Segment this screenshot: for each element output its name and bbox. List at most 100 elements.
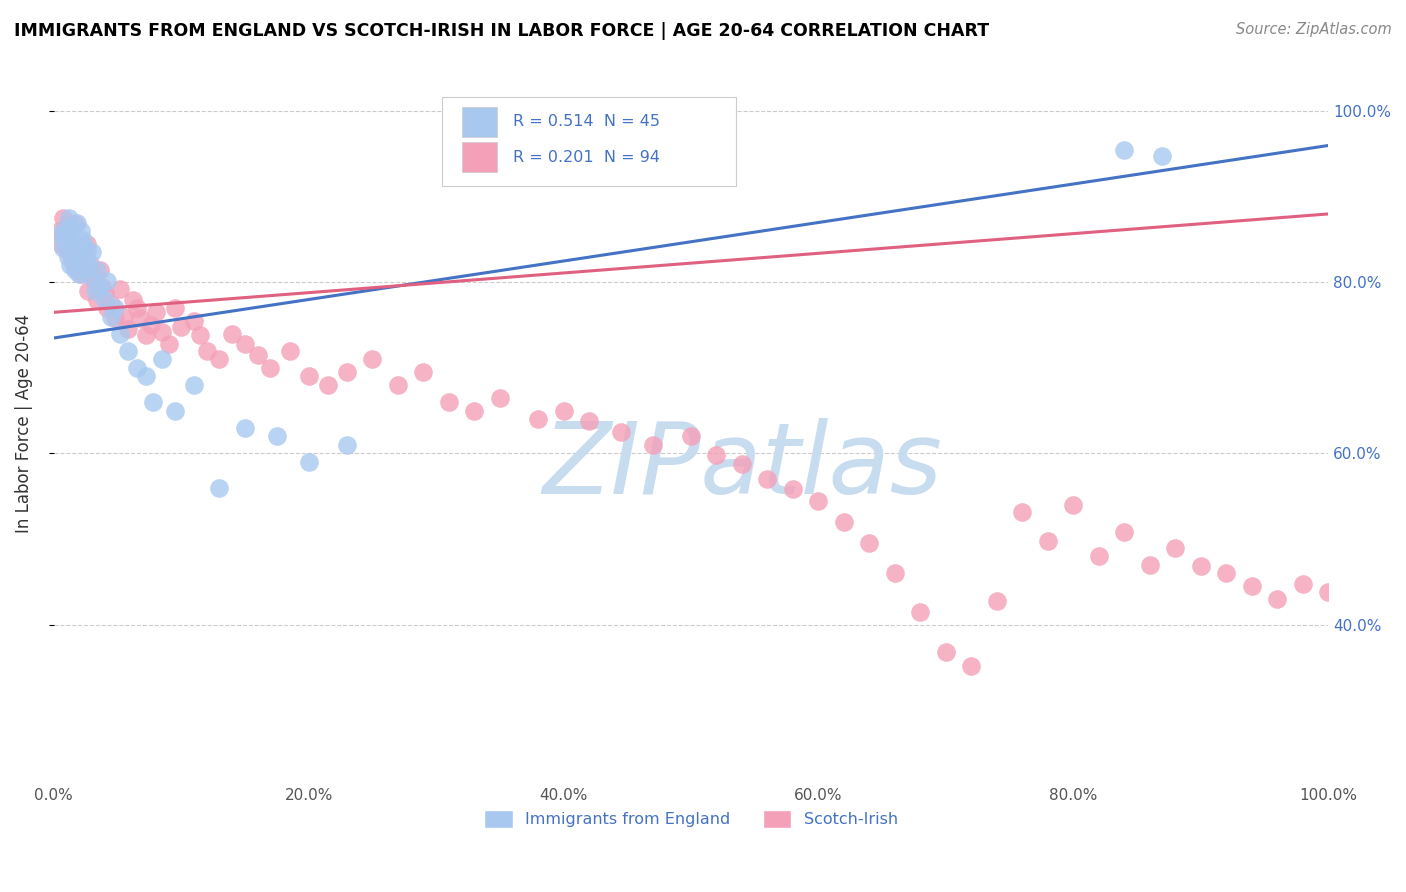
- Point: [782, 483, 804, 497]
- Point: [1011, 505, 1033, 519]
- Point: [49, 228, 72, 243]
- Point: [129, 311, 152, 326]
- Point: [832, 515, 855, 529]
- Point: [72, 233, 94, 247]
- Point: [63, 258, 86, 272]
- Point: [960, 658, 983, 673]
- Point: [94, 293, 117, 307]
- Point: [756, 472, 779, 486]
- FancyBboxPatch shape: [443, 97, 735, 186]
- Point: [1114, 143, 1136, 157]
- Point: [1215, 566, 1237, 581]
- Point: [76, 243, 98, 257]
- Point: [100, 297, 122, 311]
- Point: [104, 311, 127, 326]
- Point: [108, 282, 131, 296]
- Point: [86, 293, 108, 307]
- Point: [63, 245, 86, 260]
- Text: ZIPatlas: ZIPatlas: [543, 417, 942, 515]
- Point: [336, 365, 359, 379]
- Point: [578, 414, 600, 428]
- Point: [104, 301, 127, 315]
- Point: [53, 235, 76, 249]
- Text: R = 0.514  N = 45: R = 0.514 N = 45: [513, 114, 659, 129]
- Point: [77, 260, 100, 274]
- Point: [69, 224, 91, 238]
- Point: [139, 318, 162, 333]
- Point: [112, 310, 135, 324]
- Point: [108, 326, 131, 341]
- Point: [53, 233, 76, 247]
- Point: [1291, 576, 1313, 591]
- Point: [69, 267, 91, 281]
- Point: [117, 343, 139, 358]
- Point: [72, 260, 94, 274]
- Point: [1139, 558, 1161, 572]
- Point: [58, 211, 80, 226]
- Point: [986, 593, 1008, 607]
- Point: [79, 256, 101, 270]
- Point: [259, 360, 281, 375]
- Point: [157, 337, 180, 351]
- Point: [807, 493, 830, 508]
- Point: [75, 245, 97, 260]
- Point: [135, 328, 157, 343]
- Point: [1164, 541, 1187, 555]
- Point: [1152, 149, 1174, 163]
- Point: [58, 239, 80, 253]
- Point: [731, 457, 754, 471]
- Point: [62, 236, 84, 251]
- Point: [59, 258, 82, 272]
- Point: [67, 254, 90, 268]
- Point: [52, 241, 75, 255]
- Point: [65, 262, 87, 277]
- Point: [83, 276, 105, 290]
- Point: [150, 352, 173, 367]
- Point: [117, 322, 139, 336]
- Point: [208, 481, 231, 495]
- Point: [55, 243, 77, 257]
- Point: [208, 352, 231, 367]
- Point: [1240, 579, 1263, 593]
- Point: [1062, 498, 1084, 512]
- Point: [121, 293, 143, 307]
- Point: [706, 448, 728, 462]
- Point: [278, 343, 301, 358]
- Point: [55, 226, 77, 240]
- Point: [56, 215, 79, 229]
- Point: [1087, 549, 1109, 563]
- Point: [142, 395, 165, 409]
- Point: [94, 285, 117, 300]
- Point: [145, 305, 167, 319]
- Point: [91, 279, 114, 293]
- Point: [150, 325, 173, 339]
- Point: [75, 252, 97, 266]
- Point: [67, 267, 90, 281]
- Point: [883, 566, 905, 581]
- Point: [858, 536, 880, 550]
- Bar: [461, 107, 498, 136]
- Point: [641, 438, 664, 452]
- Point: [53, 228, 76, 243]
- Point: [463, 403, 485, 417]
- Point: [56, 250, 79, 264]
- Point: [65, 217, 87, 231]
- Point: [387, 378, 409, 392]
- Point: [53, 222, 76, 236]
- Point: [125, 360, 148, 375]
- Point: [527, 412, 550, 426]
- Point: [298, 369, 321, 384]
- Point: [437, 395, 460, 409]
- Point: [48, 224, 70, 238]
- Point: [163, 403, 186, 417]
- Point: [80, 245, 103, 260]
- Point: [183, 378, 205, 392]
- Point: [266, 429, 288, 443]
- Point: [125, 301, 148, 315]
- Bar: [461, 143, 498, 172]
- Point: [163, 301, 186, 315]
- Point: [1317, 585, 1340, 599]
- Point: [183, 314, 205, 328]
- Point: [412, 365, 434, 379]
- Point: [51, 236, 73, 251]
